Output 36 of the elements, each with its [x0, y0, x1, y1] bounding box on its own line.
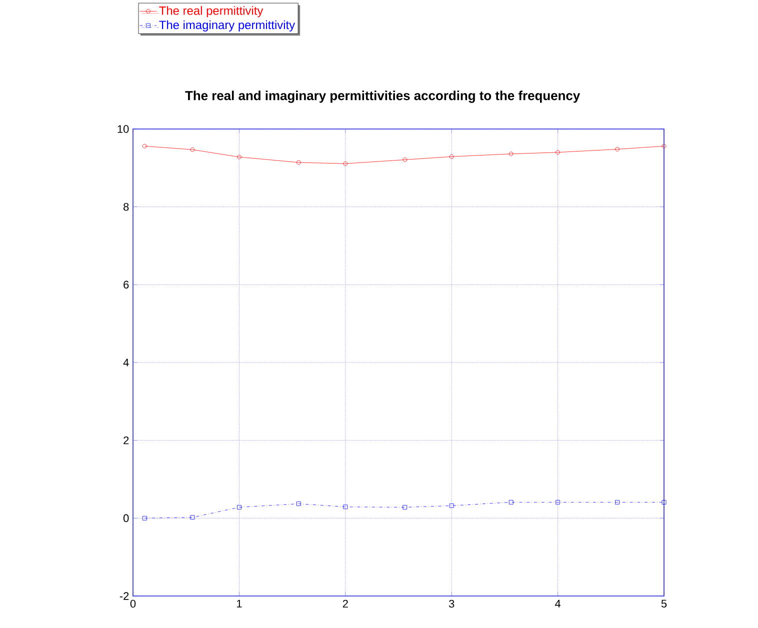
point	[556, 500, 560, 504]
y-tick-label: 0	[123, 514, 129, 522]
point	[343, 161, 348, 166]
legend-label: The real permittivity	[159, 6, 264, 18]
y-tick-label: 6	[124, 280, 129, 289]
point	[296, 160, 301, 165]
chart-title: The real and imaginary permittivities according to the frequency	[185, 90, 580, 103]
legend-label: The imaginary permittivity	[159, 20, 296, 32]
point	[449, 154, 454, 159]
y-tick-label: 4	[123, 358, 129, 366]
point	[190, 515, 195, 520]
point	[615, 147, 620, 152]
point	[237, 154, 242, 160]
point	[615, 500, 620, 504]
y-tick-label: 10	[118, 125, 129, 133]
point	[190, 147, 195, 152]
y-tick-label: 2	[124, 436, 129, 444]
y-tick-label: 8	[124, 202, 129, 211]
x-tick-label: 3	[448, 600, 454, 608]
point	[556, 150, 560, 155]
point	[508, 152, 514, 156]
x-tick-label: 5	[661, 600, 667, 608]
x-tick-label: 2	[342, 600, 348, 608]
y-tick-label: -2	[120, 592, 129, 600]
point	[343, 504, 348, 510]
point	[296, 502, 301, 506]
point	[402, 158, 408, 162]
point	[402, 505, 408, 510]
point	[449, 504, 454, 508]
point	[662, 500, 666, 504]
point	[508, 500, 514, 504]
point	[142, 516, 147, 520]
point	[237, 505, 242, 510]
x-tick-label: 4	[555, 600, 561, 608]
x-tick-label: 0	[130, 600, 136, 608]
x-tick-label: 1	[236, 600, 242, 608]
